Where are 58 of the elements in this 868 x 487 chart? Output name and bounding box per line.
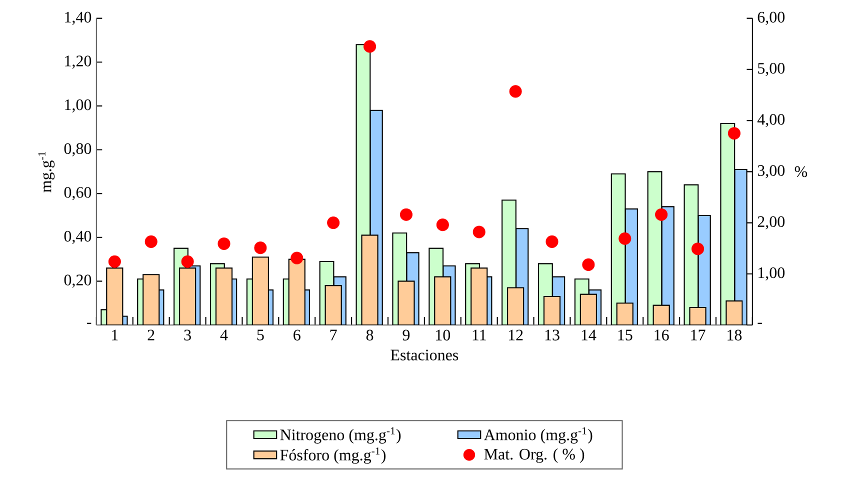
point — [181, 255, 194, 268]
x-tick-label: 18 — [728, 330, 742, 340]
x-tick-label: 8 — [366, 330, 374, 340]
x-tick-label: 3 — [184, 330, 191, 340]
x-tick-label: 9 — [402, 330, 410, 340]
x-tick-label: 4 — [220, 330, 228, 340]
y2-tick-label: - — [758, 322, 762, 324]
x-tick-label: 11 — [472, 330, 486, 340]
x-tick-label: 7 — [330, 330, 337, 340]
legend-label: Mat. Org. ( % ) — [484, 448, 584, 463]
point — [364, 40, 376, 53]
x-tick-label: 6 — [294, 330, 300, 340]
y-tick-label: 1,20 — [65, 56, 92, 69]
x-tick-label: 2 — [148, 330, 154, 340]
point — [582, 258, 595, 271]
x-tick-label: 10 — [436, 330, 450, 340]
point — [546, 235, 558, 248]
y-tick-label: 0,40 — [64, 230, 92, 244]
legend-label: Nitrogeno (mg.g$^{-1}$) — [280, 427, 401, 444]
y2-tick-label: 6,00 — [758, 12, 785, 25]
point — [108, 255, 121, 268]
point — [327, 216, 340, 230]
y-tick-label: 0,80 — [64, 143, 92, 156]
legend-label: Fósforo (mg.g$^{-1}$) — [280, 447, 386, 464]
x-tick-label: 15 — [618, 330, 632, 340]
y-tick-label: 1,40 — [65, 12, 92, 25]
y-tick-label: 0,20 — [64, 274, 92, 288]
y2-tick-label: 3,00 — [758, 165, 785, 178]
point — [618, 232, 632, 245]
point — [144, 235, 158, 248]
x-tick-label: 17 — [691, 330, 706, 340]
point — [692, 242, 704, 256]
y2-tick-label: 4,00 — [757, 114, 785, 128]
y-tick-label: - — [86, 322, 92, 324]
x-tick-label: 12 — [508, 330, 523, 340]
point — [655, 208, 668, 221]
point — [400, 208, 412, 221]
x-tick-label: 13 — [545, 330, 560, 340]
y-axis-title: mg.g$^{-1}$ — [38, 152, 55, 192]
point — [254, 242, 267, 254]
x-tick-label: 1 — [112, 330, 118, 340]
y2-tick-label: 1,00 — [758, 267, 785, 280]
y2-tick-label: 2,00 — [758, 216, 785, 230]
point — [472, 226, 486, 238]
x-axis-title: Estaciones — [390, 350, 458, 360]
x-tick-label: 5 — [257, 330, 264, 340]
y-tick-label: 1,00 — [65, 99, 92, 113]
point — [218, 237, 230, 250]
y2-tick-label: 5,00 — [758, 62, 785, 76]
point — [728, 127, 740, 140]
point — [290, 252, 304, 264]
x-tick-label: 14 — [582, 330, 596, 340]
y2-axis-title: % — [794, 166, 808, 178]
point — [509, 85, 522, 98]
y-tick-label: 0,60 — [64, 187, 92, 200]
legend-label: Amonio (mg.g$^{-1}$) — [484, 427, 592, 444]
x-tick-label: 16 — [654, 330, 669, 340]
point — [436, 218, 449, 232]
